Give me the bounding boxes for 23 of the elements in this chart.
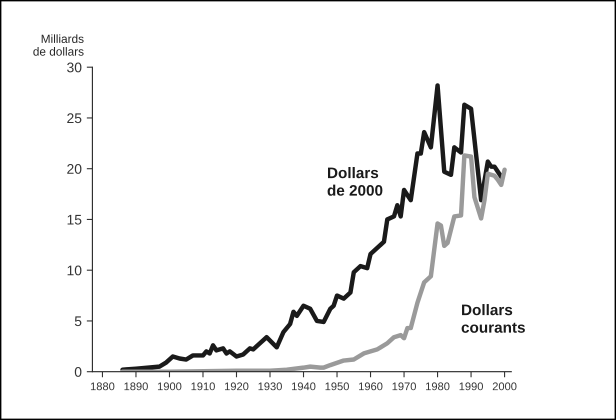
x-tick-label: 1920 — [224, 382, 248, 390]
text: Dollars courants — [462, 304, 525, 333]
x-tick-label: 1970 — [392, 382, 416, 390]
x-tick-label: 1980 — [426, 382, 450, 390]
y-axis-title: Milliards de dollars — [33, 34, 84, 56]
y-tick-label: 20 — [67, 164, 82, 174]
y-tick-label: 0 — [74, 367, 82, 377]
x-tick-label: 2000 — [492, 382, 517, 390]
x-tick-label: 1890 — [124, 382, 148, 390]
x-tick-label: 1910 — [191, 382, 215, 390]
x-tick-label: 1950 — [326, 382, 349, 390]
series-label: Dollars de 2000 — [328, 167, 382, 196]
x-tick-label: 1880 — [90, 382, 114, 390]
x-tick-label: 1990 — [460, 382, 483, 390]
x-tick-label: 1900 — [158, 382, 182, 390]
y-tick-label: 15 — [68, 214, 82, 225]
x-tick-label: 1960 — [359, 382, 382, 390]
y-tick-label: 5 — [74, 316, 82, 326]
y-tick-label: 30 — [67, 62, 82, 72]
x-tick-label: 1930 — [258, 382, 282, 390]
y-tick-label: 10 — [68, 266, 82, 276]
y-tick-label: 25 — [67, 113, 82, 124]
x-tick-label: 1940 — [292, 382, 316, 390]
